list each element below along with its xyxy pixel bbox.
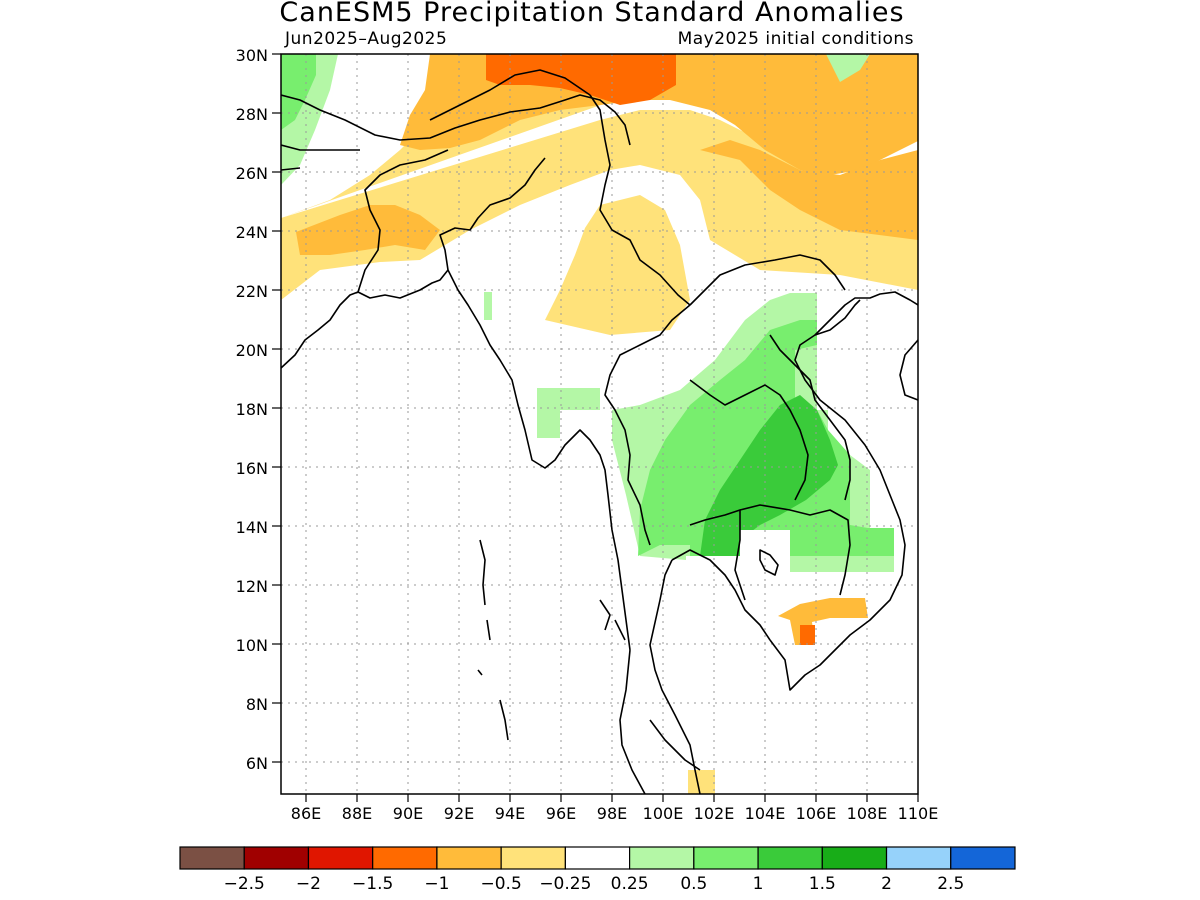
lon-label: 88E — [342, 804, 372, 823]
anomaly-light-green-north — [826, 54, 870, 82]
anomaly-dark-green-main — [700, 395, 838, 556]
tonle-sap-lake — [759, 549, 779, 576]
colorbar-swatch — [821, 846, 888, 870]
latitude-labels: 30N 28N 26N 24N 22N 20N 18N 16N 14N 12N … — [236, 46, 268, 773]
colorbar-swatch — [757, 846, 823, 870]
anomaly-orange-east — [700, 140, 918, 240]
lon-label: 106E — [796, 804, 837, 823]
lat-label: 28N — [236, 105, 268, 124]
mergui-archipelago — [599, 599, 626, 641]
anomaly-dark-orange-delta — [800, 625, 815, 645]
colorbar-swatch — [243, 846, 310, 870]
anomaly-fields — [281, 54, 918, 794]
border-thailand-laos — [689, 379, 809, 501]
lat-label: 22N — [236, 282, 268, 301]
coast-south-china — [899, 339, 918, 401]
lat-label: 20N — [236, 341, 268, 360]
colorbar-swatch — [179, 846, 245, 870]
anomaly-light-green-strip — [484, 292, 492, 320]
latitude-ticks — [272, 53, 281, 763]
lat-label: 16N — [236, 459, 268, 478]
lat-label: 12N — [236, 577, 268, 596]
colorbar-label: 0.5 — [680, 874, 707, 894]
andaman-islands — [477, 539, 509, 741]
lat-label: 18N — [236, 400, 268, 419]
colorbar-label: −2 — [296, 874, 321, 894]
anomaly-green-west — [281, 54, 316, 130]
anomaly-dark-orange-north — [486, 54, 676, 105]
colorbar-label: −2.5 — [224, 874, 265, 894]
colorbar-swatch — [500, 846, 566, 870]
border-laos-china — [689, 254, 846, 306]
lon-label: 96E — [546, 804, 576, 823]
coast-malay-east — [649, 559, 701, 794]
coast-vietnam-south — [769, 291, 918, 691]
colorbar-labels: −2.5 −2 −1.5 −1 −0.5 −0.25 0.25 0.5 1 1.5 2 2.5 — [224, 874, 965, 894]
colorbar-swatch — [693, 846, 759, 870]
longitude-ticks — [305, 794, 919, 802]
colorbar-label: 2 — [881, 874, 892, 894]
colorbar-swatch — [950, 846, 1016, 870]
border-tibet-yunnan — [589, 94, 691, 306]
coast-bangladesh — [357, 269, 449, 299]
colorbar-label: 1.5 — [809, 874, 836, 894]
coastlines-borders — [281, 69, 918, 794]
colorbar-label: −1 — [424, 874, 449, 894]
lon-label: 110E — [898, 804, 939, 823]
map-frame — [280, 53, 919, 795]
lon-label: 94E — [495, 804, 525, 823]
anomaly-orange-south — [688, 770, 715, 794]
coast-gulf-thailand — [671, 549, 771, 641]
lat-label: 10N — [236, 636, 268, 655]
border-myanmar-thailand — [604, 304, 691, 546]
lon-label: 108E — [847, 804, 888, 823]
colorbar-swatch — [372, 846, 438, 870]
colorbar-label: −1.5 — [352, 874, 393, 894]
coast-india-east — [281, 291, 359, 369]
coast-myanmar — [447, 269, 631, 651]
lat-label: 30N — [236, 46, 268, 65]
lon-label: 100E — [643, 804, 684, 823]
longitude-labels: 86E 88E 90E 92E 94E 96E 98E 100E 102E 10… — [291, 804, 939, 823]
border-cambodia — [739, 504, 851, 596]
colorbar-label: −0.5 — [481, 874, 522, 894]
map-title: CanESM5 Precipitation Standard Anomalies — [279, 0, 904, 28]
lat-label: 26N — [236, 164, 268, 183]
colorbar-swatch — [885, 846, 952, 870]
colorbar-label: 2.5 — [937, 874, 964, 894]
lon-label: 90E — [393, 804, 423, 823]
border-nepal-bhutan — [281, 69, 591, 171]
border-laos-vietnam — [769, 334, 851, 501]
lon-label: 86E — [291, 804, 321, 823]
coast-malay-west — [619, 649, 646, 794]
anomaly-light-green-box — [537, 388, 600, 438]
anomaly-orange-west — [296, 205, 440, 255]
colorbar-label: 0.25 — [611, 874, 649, 894]
border-thailand-cambodia — [689, 509, 746, 601]
colorbar-label: −0.25 — [539, 874, 591, 894]
initial-conditions: May2025 initial conditions — [678, 29, 914, 49]
colorbar-swatch — [307, 846, 374, 870]
coast-gulf-tonkin — [814, 299, 861, 336]
lon-label: 104E — [745, 804, 786, 823]
lon-label: 102E — [694, 804, 735, 823]
lon-label: 92E — [444, 804, 474, 823]
forecast-period: Jun2025–Aug2025 — [284, 29, 447, 49]
colorbar-swatch — [629, 846, 695, 870]
anomaly-light-orange-central — [545, 195, 690, 335]
colorbar-label: 1 — [753, 874, 764, 894]
border-himalaya — [281, 94, 631, 146]
lat-label: 14N — [236, 518, 268, 537]
lat-label: 6N — [246, 754, 268, 773]
border-india-bangladesh — [357, 149, 449, 293]
lat-label: 24N — [236, 223, 268, 242]
border-bangladesh-myanmar — [439, 157, 546, 271]
border-malaysia-thailand — [649, 719, 701, 771]
colorbar-swatch — [564, 846, 631, 870]
colorbar-swatch — [436, 846, 502, 870]
lon-label: 98E — [597, 804, 627, 823]
lat-label: 8N — [246, 695, 268, 714]
colorbar — [179, 846, 1016, 870]
